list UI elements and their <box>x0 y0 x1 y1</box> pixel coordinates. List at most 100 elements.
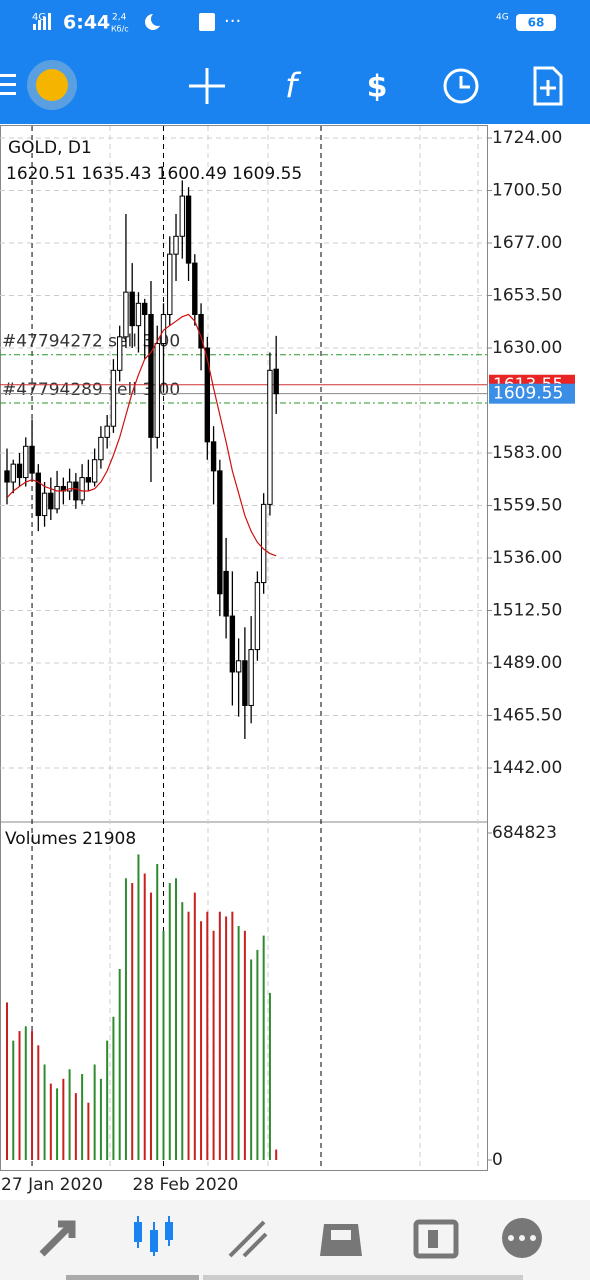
nav-chat[interactable] <box>502 1218 542 1258</box>
candle-body <box>204 347 211 443</box>
nav-chart[interactable] <box>134 1216 173 1256</box>
candle-body <box>217 470 223 595</box>
bottom-nav <box>0 1200 590 1280</box>
symbol-title: GOLD, D1 <box>8 138 92 158</box>
y-tick-label: 1489.00 <box>492 653 562 673</box>
speed-unit: Кб/с <box>111 25 129 34</box>
volume-bar <box>275 1149 278 1160</box>
y-tick-label: 1442.00 <box>492 758 562 778</box>
volume-bar <box>37 1045 40 1160</box>
nav-trade[interactable] <box>228 1220 268 1258</box>
volume-bar <box>231 911 234 1160</box>
candle-body <box>23 445 29 479</box>
candle-body <box>54 486 60 510</box>
order-label: #47794272 sell 3.00 <box>2 332 180 352</box>
moving-average <box>6 313 277 557</box>
volume-bar <box>81 1074 84 1160</box>
volume-bar <box>62 1078 65 1160</box>
menu-button[interactable] <box>0 74 16 95</box>
candle-body <box>267 369 273 505</box>
volume-bar <box>168 883 171 1160</box>
volume-bar <box>206 911 209 1160</box>
volume-bar <box>268 992 271 1160</box>
moon-cut <box>151 12 165 26</box>
clock-hand <box>459 76 470 89</box>
candle-body <box>29 445 35 474</box>
candle-body <box>129 291 135 327</box>
x-tick-label: 28 Feb 2020 <box>133 1175 239 1195</box>
candle-body <box>4 470 10 483</box>
candle-body <box>48 492 54 510</box>
candle-body <box>179 195 185 237</box>
y-tick-label: 1677.00 <box>492 233 562 253</box>
ohlc-value: 1609.55 <box>232 164 302 184</box>
volume-bar <box>99 1078 102 1160</box>
volume-bar <box>56 1088 59 1160</box>
volume-bar <box>106 1040 109 1160</box>
tab-indicator <box>66 1275 199 1280</box>
tab-indicator <box>203 1275 523 1280</box>
candle-body <box>167 253 173 315</box>
nav-history[interactable] <box>320 1224 362 1256</box>
volume-bar <box>225 916 228 1160</box>
network: 4G <box>32 12 46 23</box>
volume-bar <box>43 1064 46 1160</box>
candle-body <box>254 582 261 651</box>
mail-icon <box>199 13 215 31</box>
candle-body <box>248 649 254 706</box>
timeframe-button[interactable] <box>443 68 479 104</box>
more-dots: ··· <box>224 11 241 32</box>
candle-body <box>242 660 248 706</box>
candle-body <box>135 302 142 327</box>
volume-bar <box>187 911 190 1160</box>
y-tick-label: 1465.50 <box>492 706 562 726</box>
volume-bar <box>256 949 259 1160</box>
volume-bar <box>74 1093 77 1160</box>
trade-button[interactable]: $ <box>367 70 388 105</box>
candle-body <box>73 481 79 501</box>
y-tick-label: 1583.00 <box>492 443 562 463</box>
volume-bar <box>143 873 146 1160</box>
candle-body <box>10 463 16 483</box>
x-tick-label: 27 Jan 2020 <box>1 1175 103 1195</box>
nav-quotes[interactable] <box>39 1220 76 1257</box>
ohlc-value: 1620.51 <box>6 164 76 184</box>
candle-body <box>142 302 148 315</box>
candle-body <box>16 463 23 479</box>
app-logo-inner <box>36 69 68 101</box>
ohlc-value: 1635.43 <box>81 164 151 184</box>
volume-bar <box>149 892 152 1160</box>
candle-body <box>123 291 129 338</box>
bid-label-bg <box>489 383 575 404</box>
volumes-title: Volumes 21908 <box>5 829 136 849</box>
volume-bar <box>112 1016 115 1160</box>
network-right: 4G <box>496 13 509 23</box>
candle-body <box>210 441 217 472</box>
volume-bar <box>31 1031 34 1160</box>
signal <box>48 13 51 30</box>
candle-body <box>235 660 242 673</box>
candle-body <box>85 477 92 483</box>
signal <box>38 20 41 30</box>
y-tick-label: 1512.50 <box>492 601 562 621</box>
volume-bar <box>18 1031 21 1160</box>
candle-body <box>98 436 104 461</box>
volume-bar <box>237 926 240 1160</box>
candle-body <box>229 615 236 673</box>
crosshair-button[interactable] <box>189 68 225 104</box>
bid-label: 1609.55 <box>493 384 563 404</box>
candle-body <box>104 425 110 438</box>
signal <box>33 24 36 30</box>
volume-bar <box>250 959 253 1160</box>
volume-bar <box>68 1069 71 1160</box>
candle-body <box>260 503 267 584</box>
candle-body <box>79 477 85 501</box>
volume-bar <box>131 883 134 1160</box>
new-order-button[interactable] <box>533 66 563 106</box>
header-bg <box>0 0 590 124</box>
volume-tick-label: 684823 <box>492 823 557 843</box>
nav-news[interactable] <box>413 1219 459 1259</box>
volume-bar <box>118 969 121 1160</box>
candle-body <box>110 369 117 427</box>
volume-bar <box>212 930 215 1160</box>
